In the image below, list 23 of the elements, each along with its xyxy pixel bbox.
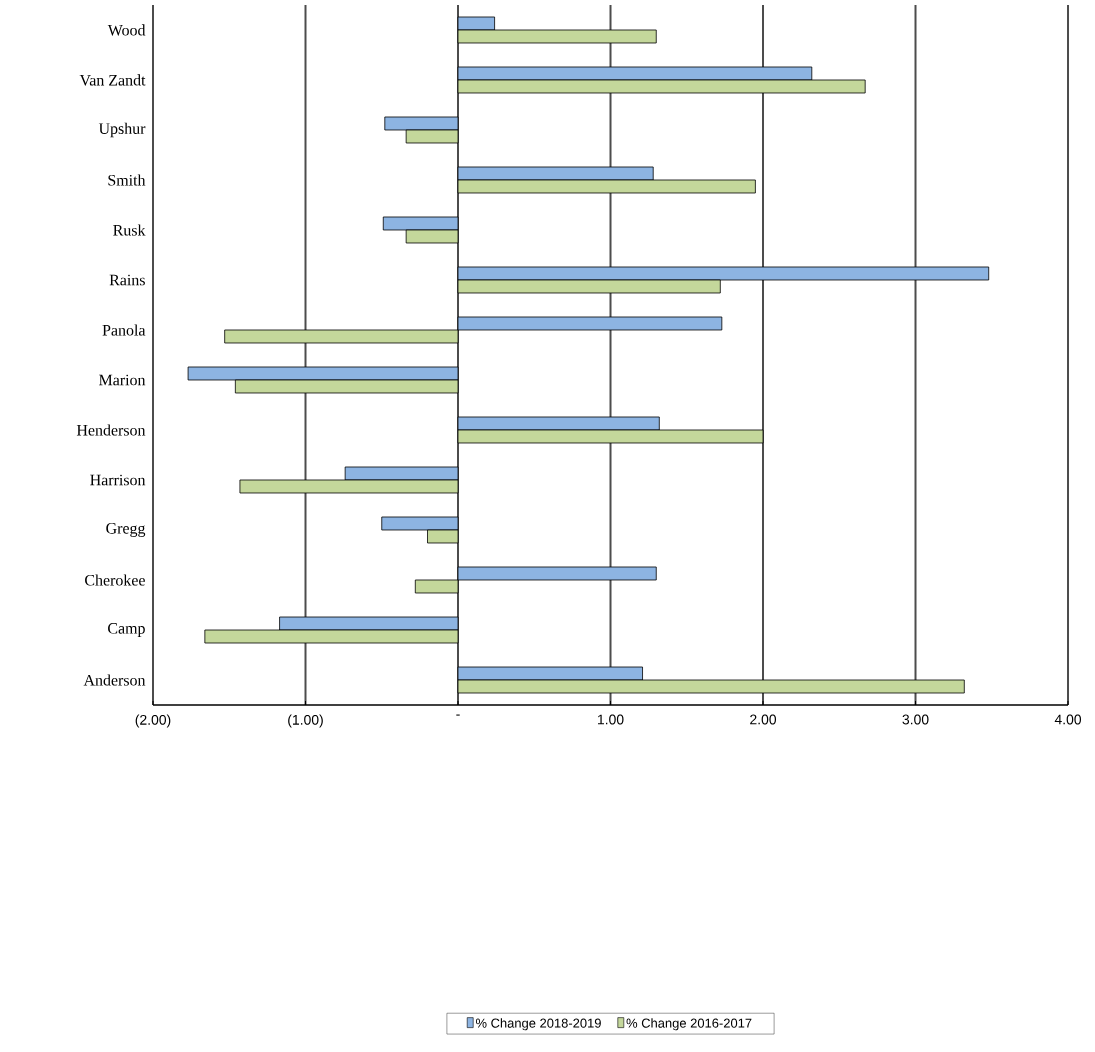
x-tick-label: - [456,714,460,716]
y-tick-label: Gregg [106,523,146,537]
x-tick-label: (2.00) [135,714,171,728]
x-tick-label: (1.00) [288,714,323,728]
y-tick-label: Harrison [90,474,146,486]
legend-label: % Change 2018-2019 [475,1018,601,1031]
x-tick-label: 4.00 [1054,714,1082,725]
y-tick-label: Henderson [76,424,146,436]
y-tick-label: Wood [107,24,146,36]
y-tick-label: Cherokee [85,574,145,586]
y-tick-label: Anderson [83,674,146,686]
legend-label: % Change 2016-2017 [626,1018,752,1031]
y-tick-label: Rains [109,274,145,286]
x-tick-label: 3.00 [902,714,929,725]
y-tick-label: Upshur [98,122,146,138]
y-tick-label: Panola [102,324,146,336]
y-tick-label: Rusk [113,224,146,236]
y-tick-label: Marion [99,374,146,386]
y-tick-label: Smith [108,174,146,186]
y-tick-label: Van Zandt [79,74,146,86]
y-tick-label: Camp [108,623,145,637]
x-tick-label: 2.00 [750,714,777,725]
x-tick-label: 1.00 [598,714,624,725]
